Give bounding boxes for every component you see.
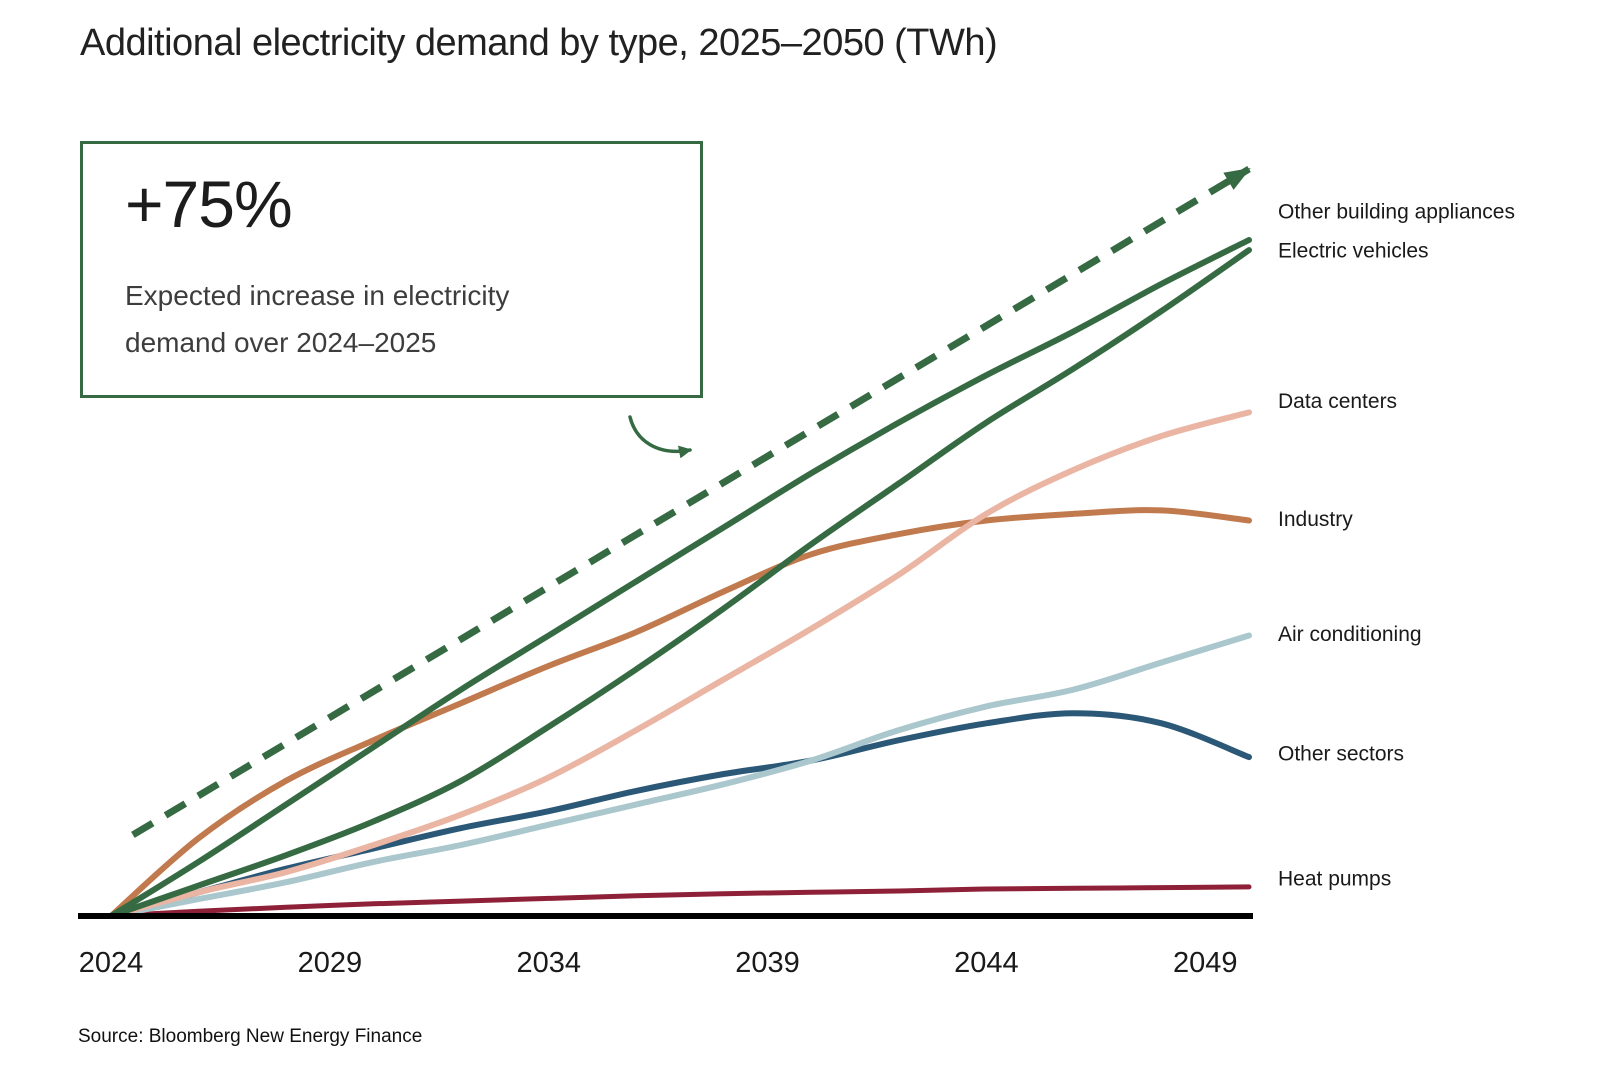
- x-tick-label-2029: 2029: [298, 947, 363, 979]
- source-note: Source: Bloomberg New Energy Finance: [78, 1026, 423, 1047]
- x-tick-label-2044: 2044: [954, 947, 1019, 979]
- series-label-other-sectors: Other sectors: [1278, 743, 1404, 766]
- series-line-data-centers: [108, 409, 1252, 919]
- callout-description-line1: Expected increase in electricity: [125, 280, 510, 311]
- x-tick-label-2034: 2034: [516, 947, 581, 979]
- series-line-industry: [108, 507, 1252, 919]
- callout-arrow: [628, 415, 692, 459]
- series-line-heat-pumps: [108, 884, 1252, 919]
- series-label-air-conditioning: Air conditioning: [1278, 623, 1422, 646]
- callout-value: +75%: [125, 167, 293, 241]
- series-label-heat-pumps: Heat pumps: [1278, 867, 1391, 890]
- series-line-other-building-appliances: [108, 237, 1252, 919]
- x-tick-label-2039: 2039: [735, 947, 800, 979]
- plot-area: 2024 2029 2034 2039 2044 2049 Other building a…: [78, 166, 1515, 979]
- callout-description-line2: demand over 2024–2025: [125, 327, 437, 358]
- callout-description: Expected increase in electricity demand …: [125, 272, 509, 366]
- series-line-air-conditioning: [108, 632, 1252, 919]
- series-line-electric-vehicles: [108, 247, 1252, 919]
- series-label-industry: Industry: [1278, 508, 1353, 531]
- series-line-other-sectors: [108, 710, 1252, 919]
- total-demand-trend-arrow: [131, 166, 1251, 838]
- series-label-electric-vehicles: Electric vehicles: [1278, 240, 1429, 263]
- chart-title: Additional electricity demand by type, 2…: [80, 22, 998, 64]
- x-tick-label-2049: 2049: [1173, 947, 1238, 979]
- series-label-data-centers: Data centers: [1278, 390, 1397, 413]
- callout-box: +75% Expected increase in electricity de…: [80, 141, 703, 398]
- series-label-other-building-appliances: Other building appliances: [1278, 201, 1515, 224]
- x-tick-label-2024: 2024: [79, 947, 144, 979]
